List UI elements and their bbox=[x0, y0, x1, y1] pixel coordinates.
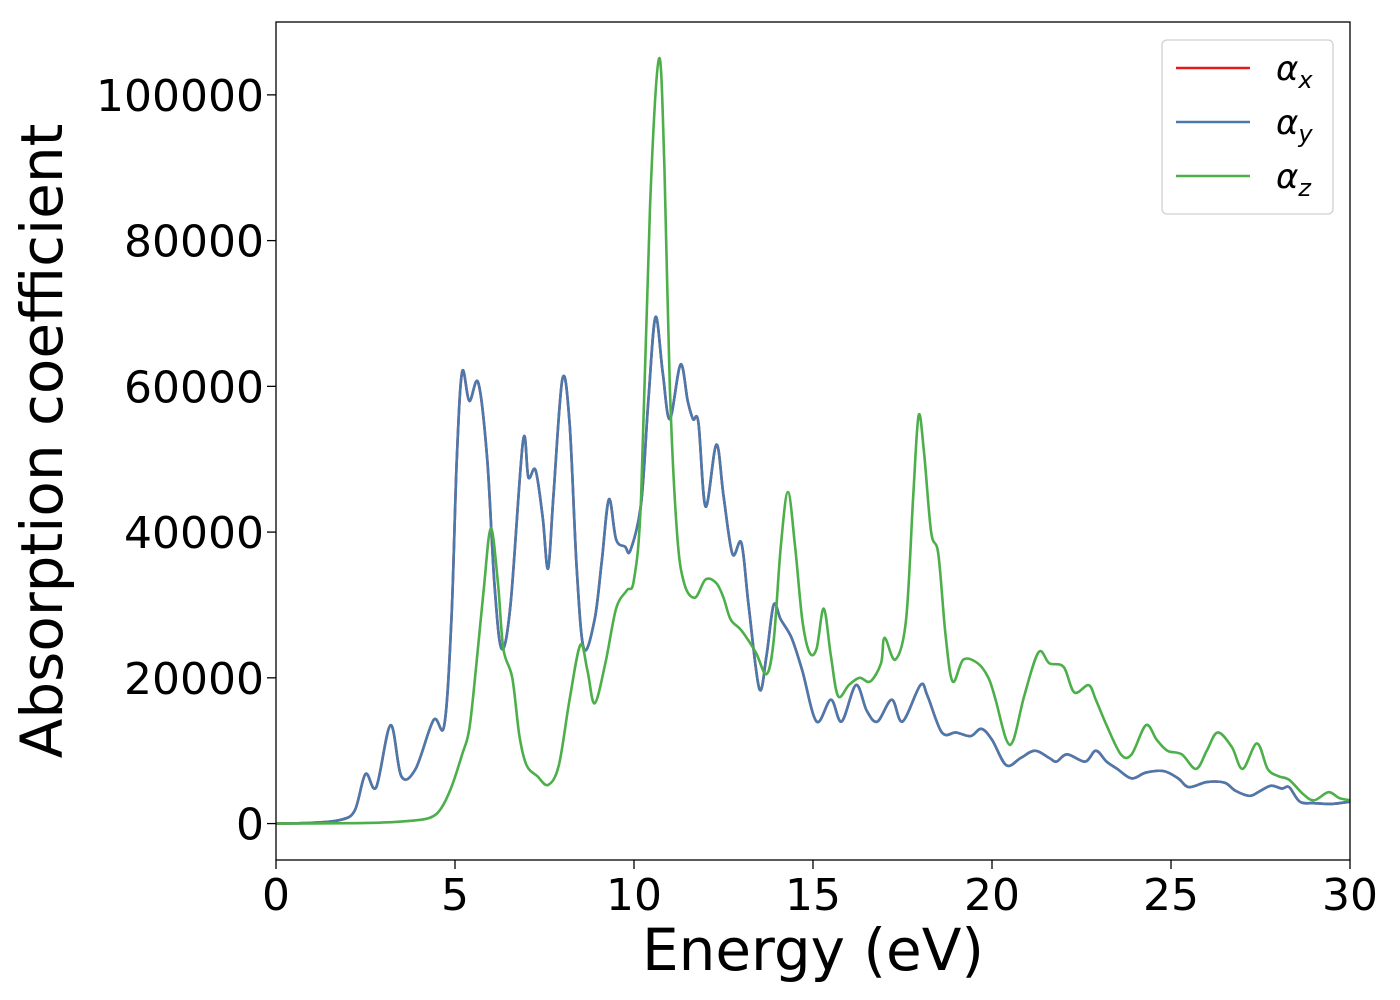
series-line-y bbox=[275, 315, 1351, 825]
series-line-z bbox=[275, 56, 1351, 825]
x-tick-label: 5 bbox=[441, 870, 469, 921]
y-tick-label: 100000 bbox=[96, 71, 264, 122]
x-tick-label: 25 bbox=[1143, 870, 1199, 921]
y-tick-label: 60000 bbox=[124, 362, 264, 413]
x-tick-label: 10 bbox=[606, 870, 662, 921]
x-tick-label: 30 bbox=[1322, 870, 1378, 921]
y-tick-label: 0 bbox=[236, 800, 264, 851]
series-layer bbox=[275, 56, 1351, 825]
y-axis: 0 20000 40000 60000 80000 100000 bbox=[96, 71, 276, 851]
y-tick-label: 40000 bbox=[124, 508, 264, 559]
series-line-x bbox=[275, 315, 1351, 825]
y-axis-title: Absorption coefficient bbox=[8, 124, 76, 759]
x-tick-label: 0 bbox=[262, 870, 290, 921]
x-tick-label: 20 bbox=[964, 870, 1020, 921]
legend-box bbox=[1161, 39, 1334, 215]
x-axis-title: Energy (eV) bbox=[642, 916, 984, 984]
x-tick-label: 15 bbox=[785, 870, 841, 921]
y-tick-label: 20000 bbox=[124, 654, 264, 705]
y-tick-label: 80000 bbox=[124, 217, 264, 268]
x-axis: 0 5 10 15 20 25 30 bbox=[262, 860, 1378, 921]
